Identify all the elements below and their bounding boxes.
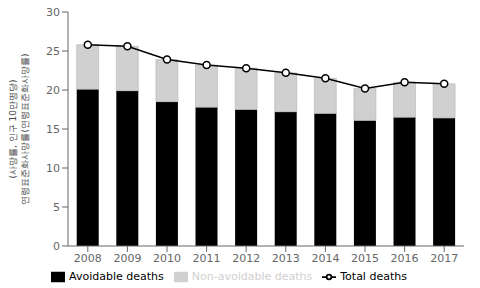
svg-text:2010: 2010: [153, 252, 181, 265]
svg-text:15: 15: [46, 123, 60, 136]
html-text:Avoidable deaths: Avoidable deaths: [69, 270, 164, 283]
html-text:Total deaths: Total deaths: [340, 270, 407, 283]
svg-text:2009: 2009: [113, 252, 141, 265]
svg-text:연령표준화사망률(연령표준화사망률): 연령표준화사망률(연령표준화사망률): [20, 53, 30, 204]
svg-text:2016: 2016: [391, 252, 419, 265]
svg-text:2011: 2011: [193, 252, 221, 265]
svg-text:30: 30: [46, 6, 60, 19]
html-text:Non-avoidable deaths: Non-avoidable deaths: [191, 270, 313, 283]
svg-text:(사망률, 인구 10만명당): (사망률, 인구 10만명당): [8, 79, 18, 178]
svg-text:0: 0: [53, 240, 60, 253]
svg-text:20: 20: [46, 84, 60, 97]
svg-text:2013: 2013: [272, 252, 300, 265]
svg-text:2017: 2017: [430, 252, 458, 265]
svg-text:10: 10: [46, 162, 60, 175]
svg-text:5: 5: [53, 201, 60, 214]
svg-text:2008: 2008: [74, 252, 102, 265]
svg-text:2012: 2012: [232, 252, 260, 265]
svg-text:25: 25: [46, 45, 60, 58]
svg-text:2014: 2014: [311, 252, 339, 265]
svg-text:2015: 2015: [351, 252, 379, 265]
